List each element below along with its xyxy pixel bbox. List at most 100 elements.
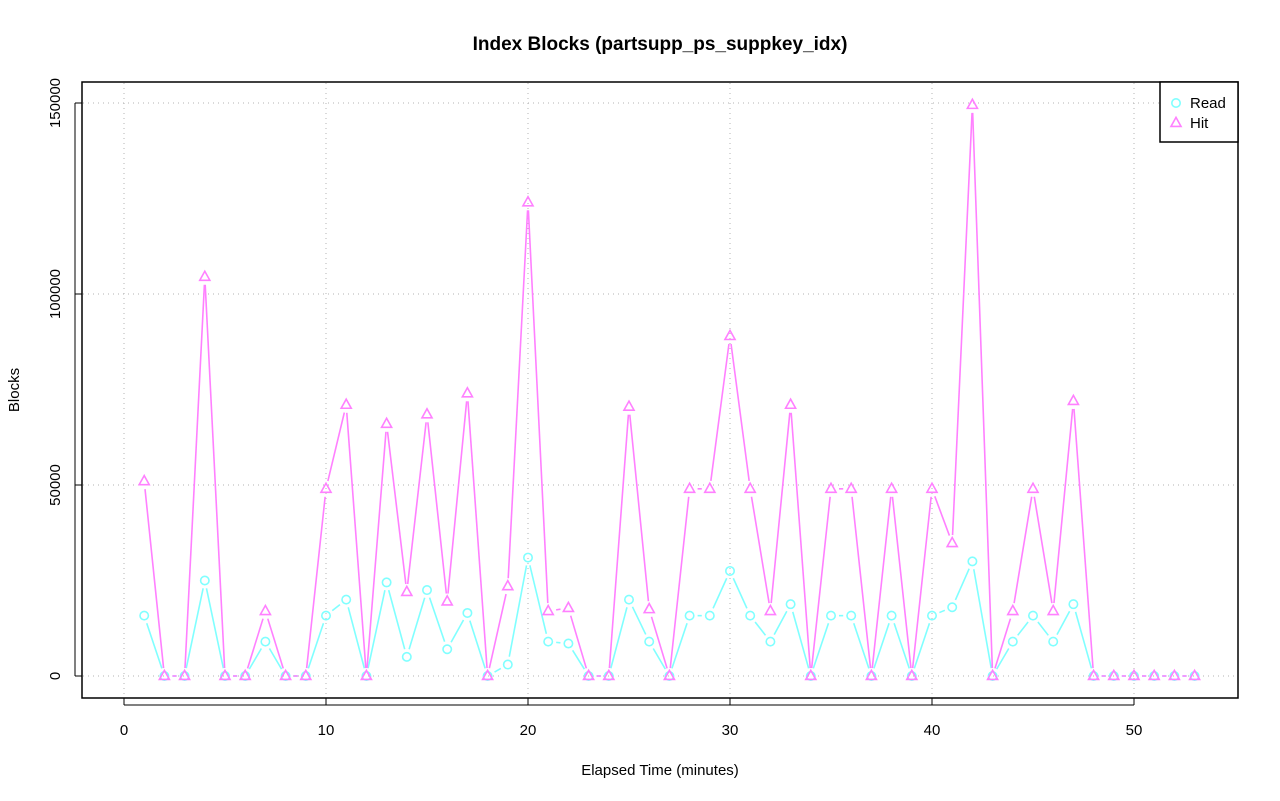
series-segment bbox=[387, 589, 406, 650]
data-point-read bbox=[1028, 610, 1039, 621]
series-segment bbox=[671, 622, 688, 669]
series-segment bbox=[331, 603, 341, 612]
data-point-hit bbox=[723, 328, 737, 341]
data-point-hit bbox=[1067, 393, 1080, 406]
data-point-read bbox=[967, 556, 978, 567]
series-segment bbox=[1073, 408, 1094, 669]
data-point-read bbox=[522, 552, 533, 563]
x-tick-label: 10 bbox=[318, 722, 335, 739]
data-point-read bbox=[502, 659, 513, 670]
data-point-hit bbox=[642, 601, 656, 614]
data-point-hit bbox=[683, 481, 696, 494]
x-tick-label: 40 bbox=[924, 722, 941, 739]
data-point-hit bbox=[238, 668, 252, 681]
series-segment bbox=[527, 210, 549, 604]
series-segment bbox=[730, 343, 750, 481]
x-tick-label: 0 bbox=[120, 722, 128, 739]
series-segment bbox=[347, 607, 366, 669]
data-point-hit bbox=[461, 386, 474, 398]
data-point-hit bbox=[279, 668, 292, 681]
data-point-hit bbox=[259, 603, 272, 616]
series-segment bbox=[934, 496, 951, 536]
series-segment bbox=[205, 588, 225, 669]
series-hit bbox=[137, 97, 1201, 681]
data-point-hit bbox=[865, 668, 878, 681]
data-point-read bbox=[704, 610, 715, 621]
data-point-read bbox=[765, 636, 776, 647]
series-segment bbox=[450, 619, 465, 643]
data-point-hit bbox=[1147, 668, 1161, 681]
series-segment bbox=[345, 412, 367, 669]
series-segment bbox=[1013, 496, 1033, 604]
x-axis: 0 10 20 30 40 50 bbox=[120, 698, 1143, 739]
series-segment bbox=[248, 648, 263, 670]
series-segment bbox=[812, 622, 830, 669]
series-segment bbox=[507, 210, 529, 579]
series-segment bbox=[494, 667, 502, 673]
series-segment bbox=[267, 618, 284, 669]
data-point-read bbox=[1048, 636, 1059, 647]
x-tick-label: 50 bbox=[1126, 722, 1143, 739]
series-segment bbox=[971, 112, 994, 669]
data-point-hit bbox=[784, 397, 797, 410]
data-point-read bbox=[947, 602, 958, 613]
chart-title: Index Blocks (partsupp_ps_suppkey_idx) bbox=[473, 34, 848, 55]
data-point-hit bbox=[743, 481, 757, 494]
data-point-read bbox=[785, 599, 796, 610]
series-segment bbox=[608, 414, 630, 669]
data-point-read bbox=[623, 594, 634, 605]
y-tick-label: 100000 bbox=[47, 269, 64, 319]
data-point-hit bbox=[501, 578, 515, 591]
data-point-read bbox=[724, 565, 735, 576]
series-segment bbox=[810, 496, 831, 669]
series-segment bbox=[428, 597, 446, 642]
data-point-read bbox=[846, 610, 857, 621]
data-point-hit bbox=[663, 668, 676, 681]
data-point-read bbox=[320, 610, 331, 621]
series-segment bbox=[488, 593, 507, 669]
data-point-hit bbox=[844, 481, 858, 494]
y-axis-label: Blocks bbox=[6, 368, 23, 412]
data-point-read bbox=[462, 607, 473, 618]
data-point-hit bbox=[178, 668, 191, 681]
data-point-hit bbox=[1188, 668, 1201, 681]
grid bbox=[83, 83, 1237, 697]
series-segment bbox=[754, 621, 767, 636]
data-point-read bbox=[825, 610, 836, 621]
legend-box bbox=[1159, 81, 1239, 143]
series-segment bbox=[628, 414, 650, 602]
data-point-read bbox=[543, 636, 554, 647]
series-read bbox=[139, 552, 1200, 681]
series-segment bbox=[408, 597, 426, 650]
data-point-hit bbox=[339, 397, 353, 410]
data-point-read bbox=[442, 644, 453, 655]
legend: Read Hit bbox=[1159, 81, 1239, 143]
series-segment bbox=[427, 422, 448, 594]
data-point-hit bbox=[1006, 603, 1020, 616]
series-segment bbox=[851, 496, 872, 669]
series-segment bbox=[1074, 611, 1093, 669]
series-segment bbox=[973, 569, 992, 669]
data-point-hit bbox=[986, 668, 999, 681]
data-point-hit bbox=[966, 97, 979, 110]
series-segment bbox=[555, 608, 561, 611]
series-segment bbox=[529, 565, 548, 635]
series-segment bbox=[852, 622, 870, 669]
series-segment bbox=[951, 112, 973, 536]
series-segment bbox=[913, 622, 931, 669]
y-tick-label: 150000 bbox=[47, 78, 64, 128]
data-point-hit bbox=[158, 668, 171, 681]
series-segment bbox=[954, 568, 970, 601]
series-segment bbox=[467, 401, 488, 669]
data-point-hit bbox=[703, 481, 717, 494]
data-point-read bbox=[684, 610, 695, 621]
series-segment bbox=[305, 496, 326, 669]
data-point-read bbox=[1007, 636, 1018, 647]
data-point-hit bbox=[380, 416, 393, 429]
data-point-read bbox=[260, 636, 271, 647]
data-point-hit bbox=[945, 535, 959, 548]
series-segment bbox=[750, 496, 770, 604]
series-segment bbox=[386, 431, 407, 585]
data-point-read bbox=[139, 610, 150, 621]
